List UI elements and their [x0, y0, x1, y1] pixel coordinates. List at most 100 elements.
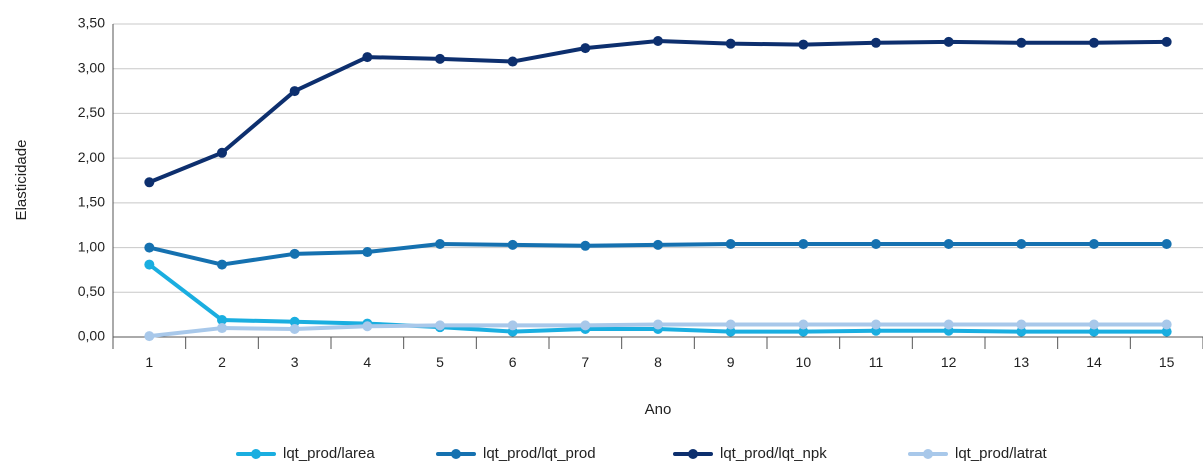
legend-item: lqt_prod/larea: [236, 445, 375, 462]
data-point: [580, 240, 591, 251]
y-tick-label: 0,00: [78, 328, 105, 344]
data-point: [653, 239, 663, 250]
data-point: [1016, 319, 1027, 330]
data-point: [1089, 37, 1099, 48]
data-point: [1089, 319, 1099, 330]
data-point: [798, 319, 809, 330]
data-point: [217, 315, 227, 326]
data-point: [1161, 36, 1172, 47]
legend: lqt_prod/larea lqt_prod/lqt_prod lqt_prod/…: [236, 445, 1048, 462]
legend-item: lqt_prod/lqt_npk: [673, 445, 827, 462]
data-point: [1016, 37, 1027, 48]
x-tick-label: 7: [581, 354, 589, 370]
x-tick-label: 3: [291, 354, 299, 370]
data-point: [217, 323, 227, 334]
x-tick-label: 1: [145, 354, 153, 370]
data-point: [798, 326, 809, 337]
data-point: [289, 316, 300, 327]
data-point: [144, 177, 155, 188]
data-point: [725, 238, 736, 249]
data-point: [1089, 326, 1099, 337]
data-point: [1161, 238, 1172, 249]
data-point: [507, 56, 518, 67]
x-axis-title: Ano: [645, 401, 672, 418]
y-tick-label: 3,50: [78, 15, 105, 31]
legend-swatch-marker: [923, 449, 933, 459]
series-line: [147, 38, 1169, 185]
data-point: [362, 247, 373, 258]
data-point: [217, 259, 227, 270]
legend-swatch-marker: [451, 449, 461, 459]
data-point: [725, 319, 736, 330]
x-tick-label: 2: [218, 354, 226, 370]
data-point: [798, 39, 809, 50]
axes: 0,000,501,001,502,002,503,003,501 2 3 4 5 6 7 8…: [78, 15, 1203, 370]
data-point: [435, 320, 445, 331]
data-point: [289, 323, 300, 334]
legend-label: lqt_prod/lqt_npk: [720, 445, 827, 462]
x-tick-label: 15: [1159, 354, 1175, 370]
y-tick-label: 0,50: [78, 283, 105, 299]
data-point: [1161, 326, 1172, 337]
data-point: [943, 36, 954, 47]
data-point: [653, 35, 663, 46]
y-tick-label: 1,50: [78, 194, 105, 210]
data-point: [580, 320, 591, 331]
data-point: [435, 53, 445, 64]
data-point: [362, 52, 373, 63]
data-point: [653, 319, 663, 330]
x-tick-label: 8: [654, 354, 662, 370]
x-tick-label: 6: [509, 354, 517, 370]
data-point: [144, 242, 155, 253]
legend-item: lqt_prod/latrat: [908, 445, 1048, 462]
data-point: [217, 147, 227, 158]
gridlines: [113, 23, 1203, 293]
data-point: [1089, 238, 1099, 249]
data-point: [144, 331, 155, 342]
legend-label: lqt_prod/larea: [283, 445, 375, 462]
legend-swatch-marker: [251, 449, 261, 459]
x-tick-label: 14: [1086, 354, 1102, 370]
y-tick-label: 2,50: [78, 104, 105, 120]
legend-label: lqt_prod/lqt_prod: [483, 445, 596, 462]
data-point: [871, 319, 881, 330]
series-2: [144, 238, 1172, 270]
data-point: [1016, 326, 1027, 337]
y-axis-title: Elasticidade: [13, 140, 30, 221]
data-point: [798, 238, 809, 249]
series-3: [144, 35, 1172, 188]
data-point: [362, 321, 373, 332]
data-point: [725, 326, 736, 337]
x-tick-label: 10: [796, 354, 812, 370]
x-tick-label: 13: [1014, 354, 1030, 370]
series-4: [144, 319, 1172, 342]
data-point: [871, 238, 881, 249]
data-point: [144, 259, 155, 270]
legend-label: lqt_prod/latrat: [955, 445, 1048, 462]
legend-item: lqt_prod/lqt_prod: [436, 445, 596, 462]
data-point: [580, 43, 591, 54]
x-tick-label: 11: [869, 354, 884, 370]
x-tick-label: 5: [436, 354, 444, 370]
data-point: [871, 37, 881, 48]
data-point: [507, 239, 518, 250]
x-tick-label: 9: [727, 354, 735, 370]
data-point: [507, 320, 518, 331]
data-point: [435, 238, 445, 249]
data-point: [1161, 319, 1172, 330]
data-point: [943, 319, 954, 330]
x-tick-label: 12: [941, 354, 957, 370]
y-tick-label: 2,00: [78, 149, 105, 165]
x-tick-label: 4: [363, 354, 371, 370]
y-tick-label: 1,00: [78, 238, 105, 254]
data-point: [943, 238, 954, 249]
data-point: [1016, 238, 1027, 249]
data-point: [725, 38, 736, 49]
legend-swatch-marker: [688, 449, 698, 459]
data-point: [289, 248, 300, 259]
series-lines: [144, 35, 1172, 342]
y-tick-label: 3,00: [78, 59, 105, 75]
data-point: [289, 86, 300, 97]
